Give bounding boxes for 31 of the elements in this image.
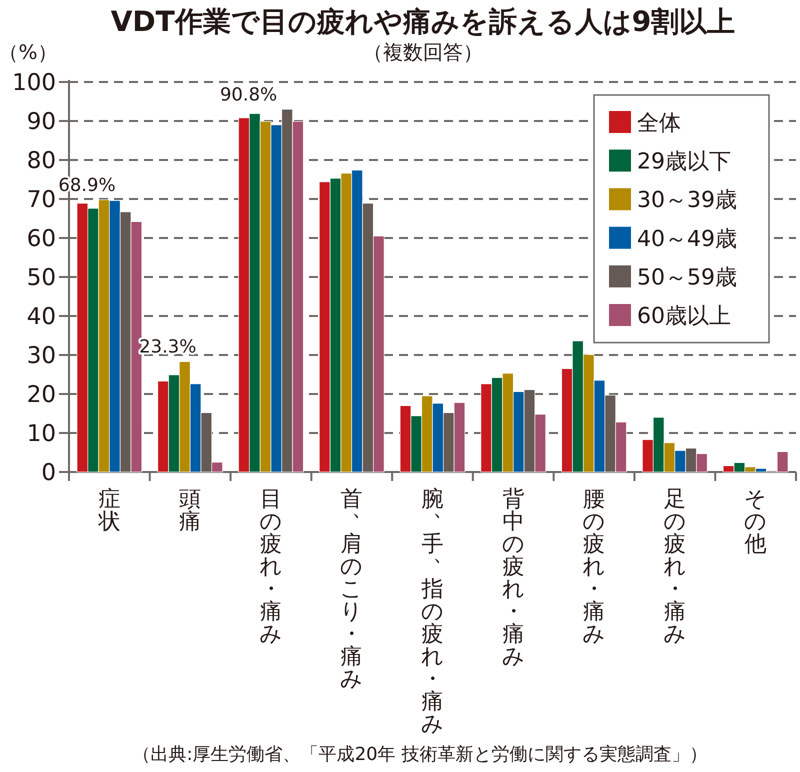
y-axis-title: （%） bbox=[0, 40, 58, 64]
x-tick-label: 頭痛 bbox=[179, 487, 202, 534]
legend-label: 60歳以上 bbox=[637, 304, 731, 329]
category-label: 腕、手、指の疲れ・痛み bbox=[421, 487, 454, 737]
legend-label: 30～39歳 bbox=[637, 188, 737, 214]
data-label: 90.8% bbox=[220, 84, 278, 106]
y-tick-label: 10 bbox=[26, 421, 56, 447]
y-tick-label: 100 bbox=[12, 70, 56, 96]
y-tick-label: 60 bbox=[26, 226, 56, 252]
y-tick-label: 30 bbox=[26, 343, 56, 369]
x-tick-label: 背中の疲れ・痛み bbox=[502, 487, 525, 670]
y-tick-label: 40 bbox=[26, 304, 56, 330]
x-tick-label: その他 bbox=[744, 487, 768, 557]
y-tick-label: 80 bbox=[26, 148, 56, 174]
legend-label: 全体 bbox=[637, 111, 681, 136]
legend-label: 29歳以下 bbox=[637, 150, 731, 175]
category-label: 首、肩のこり・痛み bbox=[340, 487, 374, 692]
x-tick-label: 足の疲れ・痛み bbox=[663, 487, 686, 647]
x-tick-label: 腰の疲れ・痛み bbox=[582, 487, 606, 647]
text: （出典:厚生労働省、「平成20年 技術革新と労働に関する実態調査」） bbox=[132, 744, 708, 765]
chart-title: VDT作業で目の疲れや痛みを訴える人は9割以上 bbox=[110, 5, 736, 38]
y-tick-label: 90 bbox=[26, 109, 56, 135]
legend-label: 50～59歳 bbox=[637, 265, 737, 290]
y-tick-label: 20 bbox=[26, 382, 56, 408]
x-tick-label: 症状 bbox=[97, 487, 120, 534]
y-tick-label: 0 bbox=[41, 460, 56, 486]
x-tick-label: 目の疲れ・痛み bbox=[259, 487, 282, 647]
chart-subtitle: （複数回答） bbox=[363, 40, 483, 64]
y-tick-label: 50 bbox=[26, 265, 56, 291]
legend-label: 40～49歳 bbox=[637, 226, 737, 252]
y-tick-label: 70 bbox=[26, 187, 56, 213]
